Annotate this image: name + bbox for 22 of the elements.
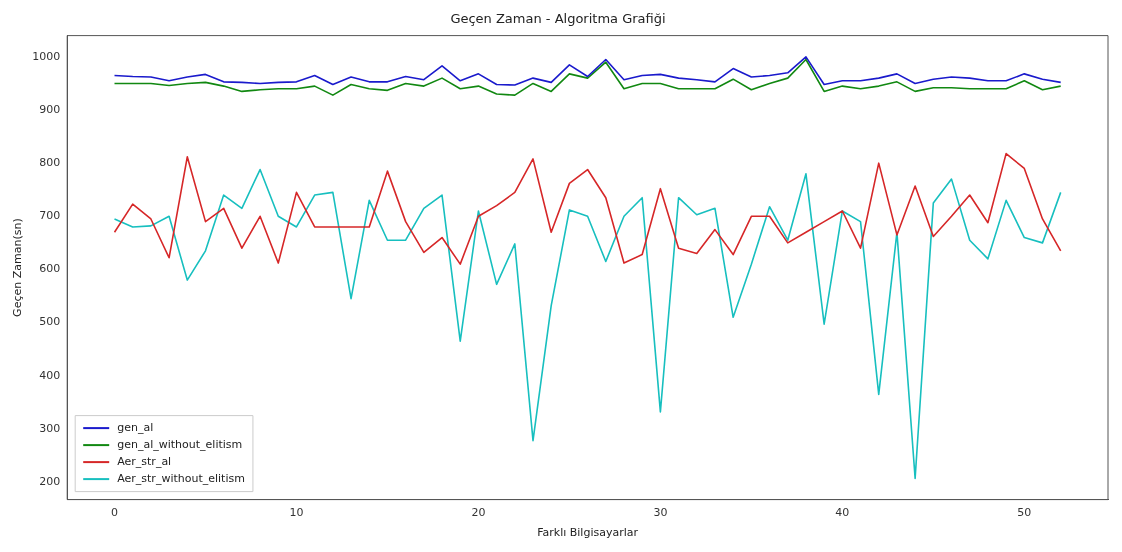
legend-label: gen_al xyxy=(117,420,154,434)
x-tick-label: 0 xyxy=(111,506,118,520)
legend-label: Aer_str_al xyxy=(117,454,172,468)
y-tick-label: 1000 xyxy=(32,49,61,63)
y-axis-title: Geçen Zaman(sn) xyxy=(11,218,25,317)
legend-label: Aer_str_without_elitism xyxy=(117,471,245,485)
y-tick-label: 700 xyxy=(39,209,61,223)
x-tick-label: 40 xyxy=(835,506,850,520)
y-tick-label: 500 xyxy=(39,315,61,329)
y-tick-label: 200 xyxy=(39,474,61,488)
y-tick-label: 800 xyxy=(39,156,61,170)
x-tick-label: 10 xyxy=(289,506,304,520)
x-axis-title: Farklı Bilgisayarlar xyxy=(537,526,639,540)
y-tick-label: 300 xyxy=(39,421,61,435)
y-tick-label: 400 xyxy=(39,368,61,382)
x-tick-label: 20 xyxy=(471,506,486,520)
legend-label: gen_al_without_elitism xyxy=(117,437,243,451)
x-tick-label: 50 xyxy=(1017,506,1032,520)
x-tick-label: 30 xyxy=(653,506,668,520)
chart-title: Geçen Zaman - Algoritma Grafiği xyxy=(450,11,666,27)
y-tick-label: 900 xyxy=(39,102,61,116)
y-tick-label: 600 xyxy=(39,262,61,276)
